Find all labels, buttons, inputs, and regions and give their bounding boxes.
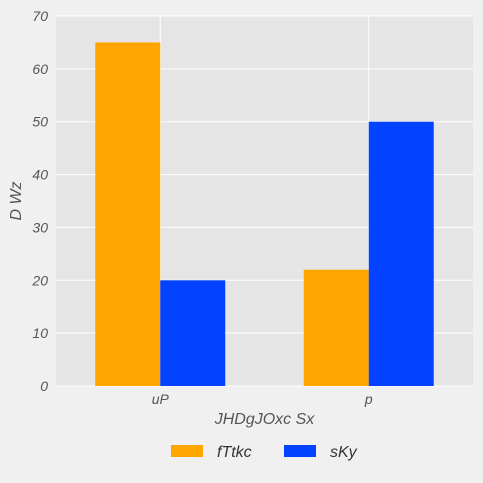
- y-tick-label: 70: [32, 8, 48, 24]
- y-tick-label: 40: [32, 167, 48, 183]
- legend-label-fTtkc: fTtkc: [217, 444, 252, 461]
- x-axis-ticks: uP p: [152, 391, 373, 407]
- bar-fTtkc-p: [303, 269, 369, 386]
- bar-sKy-p: [368, 121, 434, 386]
- x-axis-title: JHDgJOxc Sx: [214, 411, 316, 428]
- x-tick-label: p: [364, 391, 373, 407]
- y-axis-ticks: 0 10 20 30 40 50 60 70: [31, 8, 48, 394]
- legend-swatch-sKy: [284, 445, 316, 457]
- legend-swatch-fTtkc: [171, 445, 203, 457]
- y-tick-label: 0: [40, 378, 48, 394]
- y-tick-label: 10: [32, 325, 48, 341]
- legend-label-sKy: sKy: [330, 444, 358, 461]
- y-axis-title: D Wz: [8, 181, 25, 220]
- y-tick-label: 20: [31, 272, 48, 288]
- y-tick-label: 60: [32, 61, 48, 77]
- bar-fTtkc-uP: [95, 42, 161, 387]
- bar-sKy-uP: [160, 280, 226, 386]
- y-tick-label: 50: [32, 114, 48, 130]
- bars: [95, 42, 434, 387]
- x-tick-label: uP: [152, 391, 170, 407]
- y-tick-label: 30: [32, 219, 48, 235]
- legend: fTtkc sKy: [171, 444, 358, 461]
